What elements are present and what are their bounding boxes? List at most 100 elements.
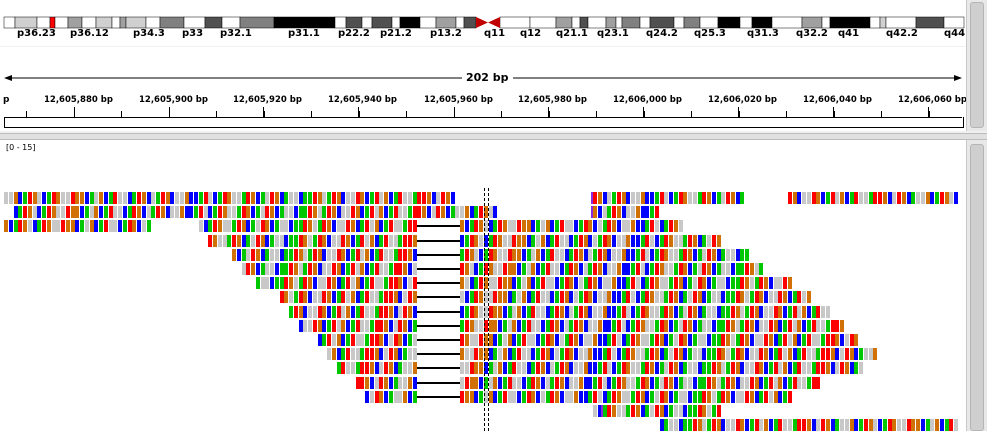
read-base (284, 277, 289, 289)
chromosome-band[interactable] (14, 16, 38, 29)
alignment-read[interactable] (13, 206, 499, 218)
chromosome-band[interactable] (639, 16, 651, 29)
chromosome-band[interactable] (183, 16, 206, 29)
chromosome-band[interactable] (555, 16, 573, 29)
alignment-read[interactable] (593, 206, 660, 218)
alignment-read[interactable] (289, 306, 831, 318)
chromosome-band[interactable] (821, 16, 831, 29)
read-base (540, 320, 545, 332)
chromosome-band[interactable] (455, 16, 465, 29)
read-base (683, 391, 688, 403)
chromosome-band[interactable] (463, 16, 477, 29)
chromosome-band[interactable] (49, 16, 56, 29)
read-base (360, 192, 365, 204)
chromosome-band[interactable] (145, 16, 161, 29)
chromosome-band[interactable] (221, 16, 241, 29)
chromosome-band[interactable] (111, 16, 121, 29)
alignment-track[interactable] (0, 140, 966, 431)
chromosome-band[interactable] (829, 16, 871, 29)
ruler-scrollbar[interactable] (966, 0, 987, 131)
chromosome-band[interactable] (499, 16, 531, 29)
chromosome-band[interactable] (801, 16, 823, 29)
alignment-read[interactable] (232, 249, 750, 261)
chromosome-band[interactable] (239, 16, 275, 29)
read-base (317, 263, 322, 275)
ruler-panel[interactable]: 202 bp p 12,605,880 bp 12,605,900 bp 12,60… (0, 47, 967, 131)
chromosome-band[interactable] (673, 16, 685, 29)
chromosome-band[interactable] (587, 16, 607, 29)
chromosome-band[interactable] (683, 16, 701, 29)
chromosome-band[interactable] (95, 16, 113, 29)
panel-divider[interactable] (0, 133, 987, 140)
chromosome-band[interactable] (885, 16, 917, 29)
chromosome-band[interactable] (361, 16, 373, 29)
chromosome-band[interactable] (334, 16, 347, 29)
data-scroll-thumb[interactable] (970, 144, 984, 431)
read-base (483, 362, 488, 374)
chromosome-band[interactable] (36, 16, 51, 29)
chromosome-band[interactable] (204, 16, 223, 29)
chromosome-band[interactable] (649, 16, 675, 29)
alignment-read[interactable] (327, 348, 878, 360)
alignment-read[interactable] (659, 419, 959, 431)
read-base (711, 405, 716, 417)
chromosome-band[interactable] (529, 16, 557, 29)
alignment-read[interactable] (593, 405, 721, 417)
chromosome-band[interactable] (751, 16, 773, 29)
read-base (830, 362, 835, 374)
chromosome-band[interactable] (273, 16, 336, 29)
alignment-read[interactable] (787, 192, 959, 204)
chromosome-band[interactable] (159, 16, 185, 29)
ideogram-panel[interactable]: p36.23 p36.12 p34.3 p33 p32.1 p31.1 p22.2 p21.2… (0, 0, 966, 46)
alignment-read[interactable] (208, 235, 721, 247)
chromosome-band[interactable] (943, 16, 965, 29)
insertion-marker[interactable] (600, 405, 603, 417)
alignment-read[interactable] (593, 192, 745, 204)
chromosome-band[interactable] (879, 16, 887, 29)
chromosome-band[interactable] (915, 16, 945, 29)
alignment-read[interactable] (365, 391, 793, 403)
chromosome-band[interactable] (371, 16, 393, 29)
chromosome-band[interactable] (419, 16, 437, 29)
insertion-marker[interactable] (591, 206, 593, 218)
chromosome-band[interactable] (119, 16, 127, 29)
read-base (759, 291, 764, 303)
chromosome-band[interactable] (605, 16, 617, 29)
chromosome-band[interactable] (345, 16, 363, 29)
alignment-read[interactable] (4, 192, 455, 204)
chromosome-ideogram[interactable] (0, 14, 966, 42)
chromosome-band[interactable] (67, 16, 83, 29)
alignment-read[interactable] (279, 291, 812, 303)
alignment-read[interactable] (298, 320, 845, 332)
read-base (422, 206, 427, 218)
chromosome-band[interactable] (399, 16, 421, 29)
alignment-read[interactable] (198, 220, 684, 232)
alignment-read[interactable] (336, 362, 864, 374)
alignment-read[interactable] (255, 277, 793, 289)
alignment-panel[interactable]: [0 - 15] (0, 140, 966, 431)
insertion-marker[interactable] (591, 192, 593, 204)
chromosome-band[interactable] (717, 16, 741, 29)
read-base (46, 206, 51, 218)
chromosome-band[interactable] (739, 16, 753, 29)
alignment-read[interactable] (355, 377, 822, 389)
ruler-scroll-thumb[interactable] (970, 2, 984, 128)
chromosome-band[interactable] (3, 16, 16, 29)
chromosome-band[interactable] (391, 16, 401, 29)
chromosome-band[interactable] (435, 16, 457, 29)
alignment-read[interactable] (241, 263, 765, 275)
chromosome-band[interactable] (54, 16, 69, 29)
read-base (773, 277, 778, 289)
chromosome-band[interactable] (125, 16, 147, 29)
alignment-read[interactable] (4, 220, 151, 232)
chromosome-band[interactable] (869, 16, 881, 29)
chromosome-band[interactable] (699, 16, 719, 29)
chromosome-band[interactable] (81, 16, 97, 29)
chromosome-band[interactable] (571, 16, 581, 29)
chromosome-band[interactable] (615, 16, 623, 29)
data-scrollbar[interactable] (966, 140, 987, 431)
chromosome-band[interactable] (579, 16, 589, 29)
alignment-read[interactable] (317, 334, 860, 346)
chromosome-band[interactable] (621, 16, 641, 29)
chromosome-band[interactable] (771, 16, 803, 29)
